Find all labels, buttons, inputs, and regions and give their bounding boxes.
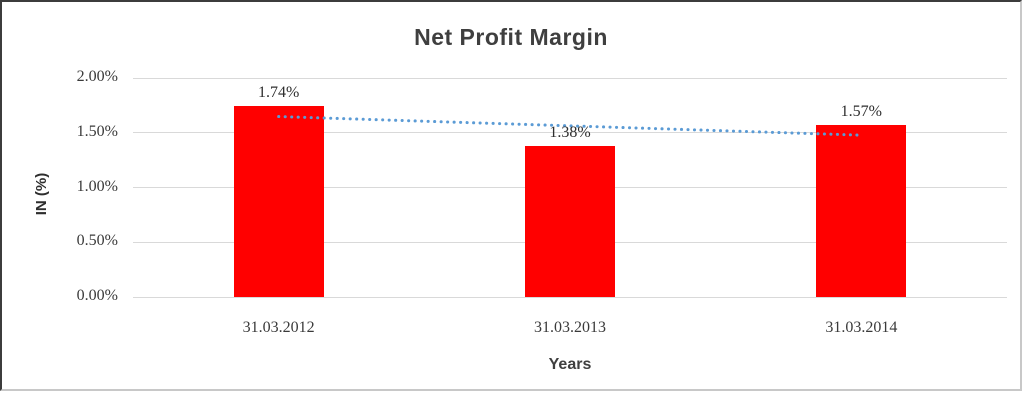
y-tick-label: 0.00% [76,287,118,304]
x-axis-title: Years [548,356,592,373]
bar [525,145,615,297]
chart-title: Net Profit Margin [414,24,608,50]
bar-data-label: 1.74% [257,84,300,102]
gridline [133,296,1007,298]
bar [233,106,324,297]
y-tick-label: 0.50% [76,232,118,250]
y-tick-label: 1.50% [76,122,118,140]
gridline [133,77,1007,79]
plot-area: 1.74% 1.38% 1.57% [133,77,1007,298]
bar-data-label: 1.57% [840,103,882,121]
bar [816,125,907,297]
bar-data-label: 1.38% [549,123,591,141]
x-category-label: 31.03.2014 [825,319,898,336]
gridline [133,132,1007,134]
trendline [277,115,863,137]
chart-frame: Net Profit Margin IN (%) 1.74% 1.38% 1.57%… [0,0,1022,391]
x-category-label: 31.03.2013 [534,319,606,336]
y-tick-label: 2.00% [76,68,118,85]
x-category-label: 31.03.2012 [242,319,315,336]
y-tick-label: 1.00% [76,177,118,195]
